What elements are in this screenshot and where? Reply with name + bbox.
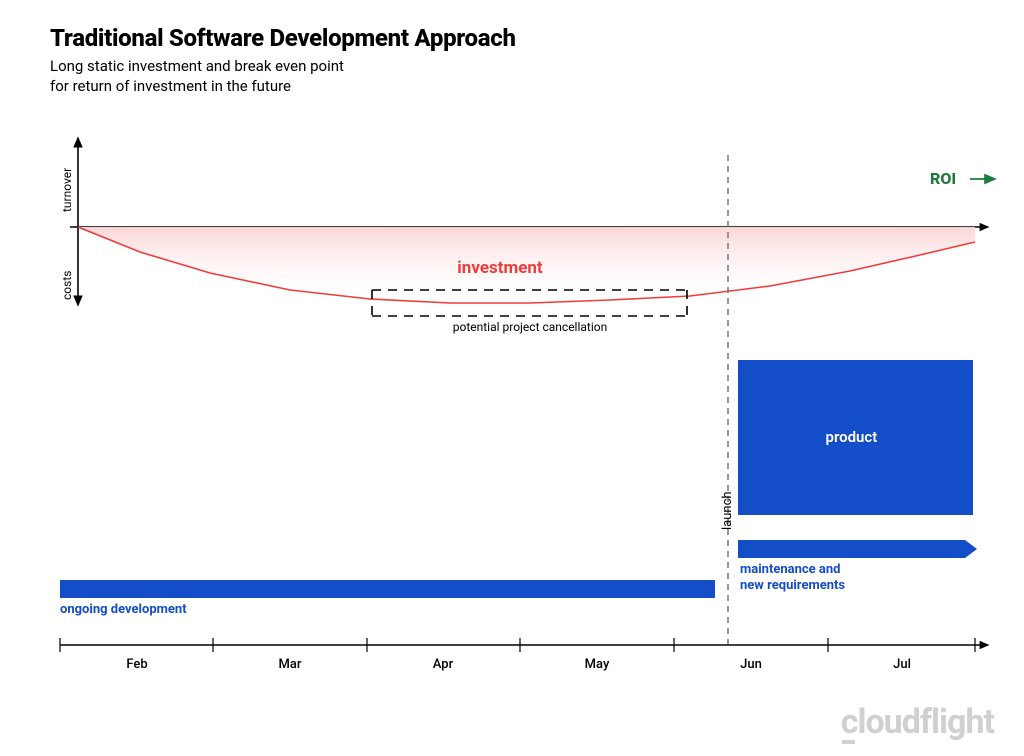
development-bar [60, 580, 715, 598]
month-tick-label: Mar [279, 657, 302, 672]
development-bar-label: ongoing development [60, 602, 187, 617]
watermark-logo: cloudflight [841, 702, 994, 742]
maintenance-bar-label: maintenance andnew requirements [740, 562, 845, 595]
cancellation-label: potential project cancellation [453, 320, 607, 334]
roi-label: ROI [930, 169, 956, 188]
month-tick-label: Feb [126, 657, 147, 672]
month-tick-label: Apr [433, 657, 453, 672]
launch-label: launch [720, 491, 735, 530]
y-axis-label-turnover: turnover [60, 168, 74, 212]
month-tick-label: Jun [740, 657, 762, 672]
month-tick-label: May [585, 657, 610, 672]
investment-label: investment [457, 258, 542, 278]
month-tick-label: Jul [893, 657, 911, 672]
product-label: product [826, 428, 878, 446]
chart-overlay: turnover costs ROI investment potential proj… [0, 0, 1024, 756]
y-axis-label-costs: costs [60, 271, 74, 300]
